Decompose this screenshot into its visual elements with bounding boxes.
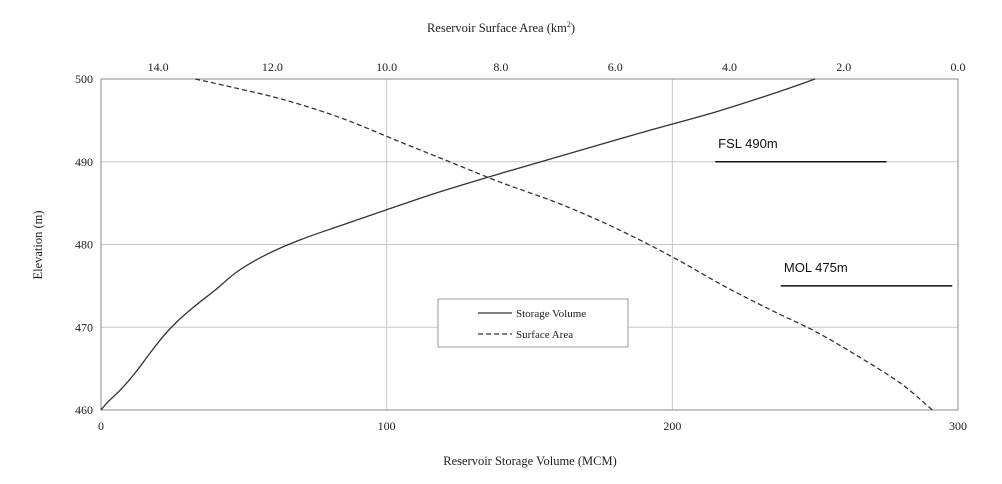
series-line-storage-volume [100, 78, 816, 411]
superscript-2: 2 [567, 20, 571, 29]
bottom-tick-label: 0 [98, 419, 104, 433]
legend-label-surface-area: Surface Area [516, 329, 573, 341]
plot-frame [100, 78, 959, 411]
mol-label: MOL 475m [784, 260, 848, 275]
fsl-label: FSL 490m [718, 136, 778, 151]
top-tick-label: 2.0 [836, 60, 851, 74]
bottom-tick-label: 100 [378, 419, 396, 433]
top-tick-label: 0.0 [951, 60, 966, 74]
series-layer [100, 78, 933, 411]
y-tick-label: 480 [75, 238, 93, 252]
y-tick-label: 490 [75, 155, 93, 169]
legend-box [437, 298, 629, 348]
bottom-axis-title: Reservoir Storage Volume (MCM) [443, 454, 616, 468]
top-tick-label: 10.0 [376, 60, 397, 74]
tick-labels: 0 100 200 300 14.0 12.0 10.0 8.0 6.0 4.0 2.0 0.0 460… [75, 60, 967, 433]
legend-label-storage-volume: Storage Volume [516, 308, 586, 320]
y-axis-title: Elevation (m) [31, 210, 45, 279]
annotation-layer: FSL 490m MOL 475m [715, 136, 953, 287]
legend: Storage Volume Surface Area [437, 298, 629, 348]
series-line-surface-area [195, 78, 933, 411]
bottom-tick-label: 300 [949, 419, 967, 433]
y-tick-label: 460 [75, 403, 93, 417]
y-tick-label: 470 [75, 320, 93, 334]
top-tick-label: 12.0 [262, 60, 283, 74]
top-tick-label: 8.0 [493, 60, 508, 74]
top-axis-title: Reservoir Surface Area (km2) [427, 20, 575, 35]
top-tick-label: 6.0 [608, 60, 623, 74]
top-tick-label: 14.0 [148, 60, 169, 74]
bottom-tick-label: 200 [663, 419, 681, 433]
top-tick-label: 4.0 [722, 60, 737, 74]
y-tick-label: 500 [75, 72, 93, 86]
